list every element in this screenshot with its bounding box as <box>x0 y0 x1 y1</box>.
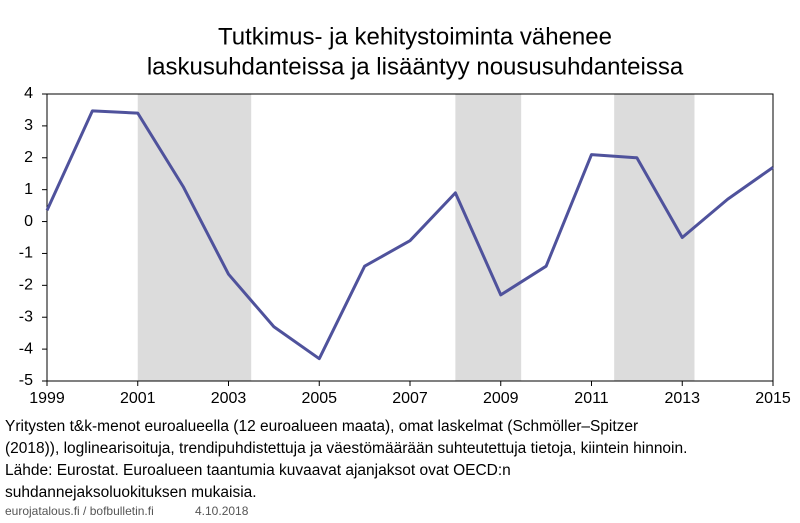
note: Lähde: Eurostat. Euroalueen taantumia ku… <box>5 462 511 479</box>
plot-frame <box>46 93 774 382</box>
y-tick-label: 4 <box>24 85 33 102</box>
note: suhdannejaksoluokituksen mukaisia. <box>5 484 257 501</box>
y-tick-label: -5 <box>19 372 33 389</box>
y-tick-label: -2 <box>19 277 33 294</box>
source: eurojatalous.fi / bofbulletin.fi <box>5 504 154 518</box>
date: 4.10.2018 <box>195 504 249 518</box>
x-tick-label: 2001 <box>120 390 156 407</box>
recession-shade <box>455 94 522 381</box>
x-tick-label: 2011 <box>574 390 609 407</box>
chart-title: Tutkimus- ja kehitystoiminta vähenee <box>218 23 612 50</box>
x-tick-label: 2013 <box>664 390 700 407</box>
x-tick-label: 2005 <box>301 390 337 407</box>
x-tick-label: 2009 <box>483 390 519 407</box>
y-tick-label: -3 <box>19 308 33 325</box>
chart-title: laskusuhdanteissa ja lisääntyy noususuhd… <box>147 53 684 80</box>
y-tick-label: -1 <box>19 245 33 262</box>
y-tick-label: -4 <box>19 340 33 357</box>
recession-shade <box>137 94 252 381</box>
x-tick-label: 1999 <box>29 390 65 407</box>
note: (2018)), loglinearisoituja, trendipuhdis… <box>5 440 687 457</box>
y-tick-label: 0 <box>24 213 33 230</box>
y-tick-label: 2 <box>24 149 33 166</box>
note: Yritysten t&k-menot euroalueella (12 eur… <box>5 418 638 435</box>
x-tick-label: 2003 <box>211 390 247 407</box>
x-tick-label: 2007 <box>392 390 428 407</box>
x-tick-label: 2015 <box>755 390 791 407</box>
data-line <box>45 109 774 361</box>
y-tick-label: 3 <box>24 117 33 134</box>
y-tick-label: 1 <box>24 181 33 198</box>
